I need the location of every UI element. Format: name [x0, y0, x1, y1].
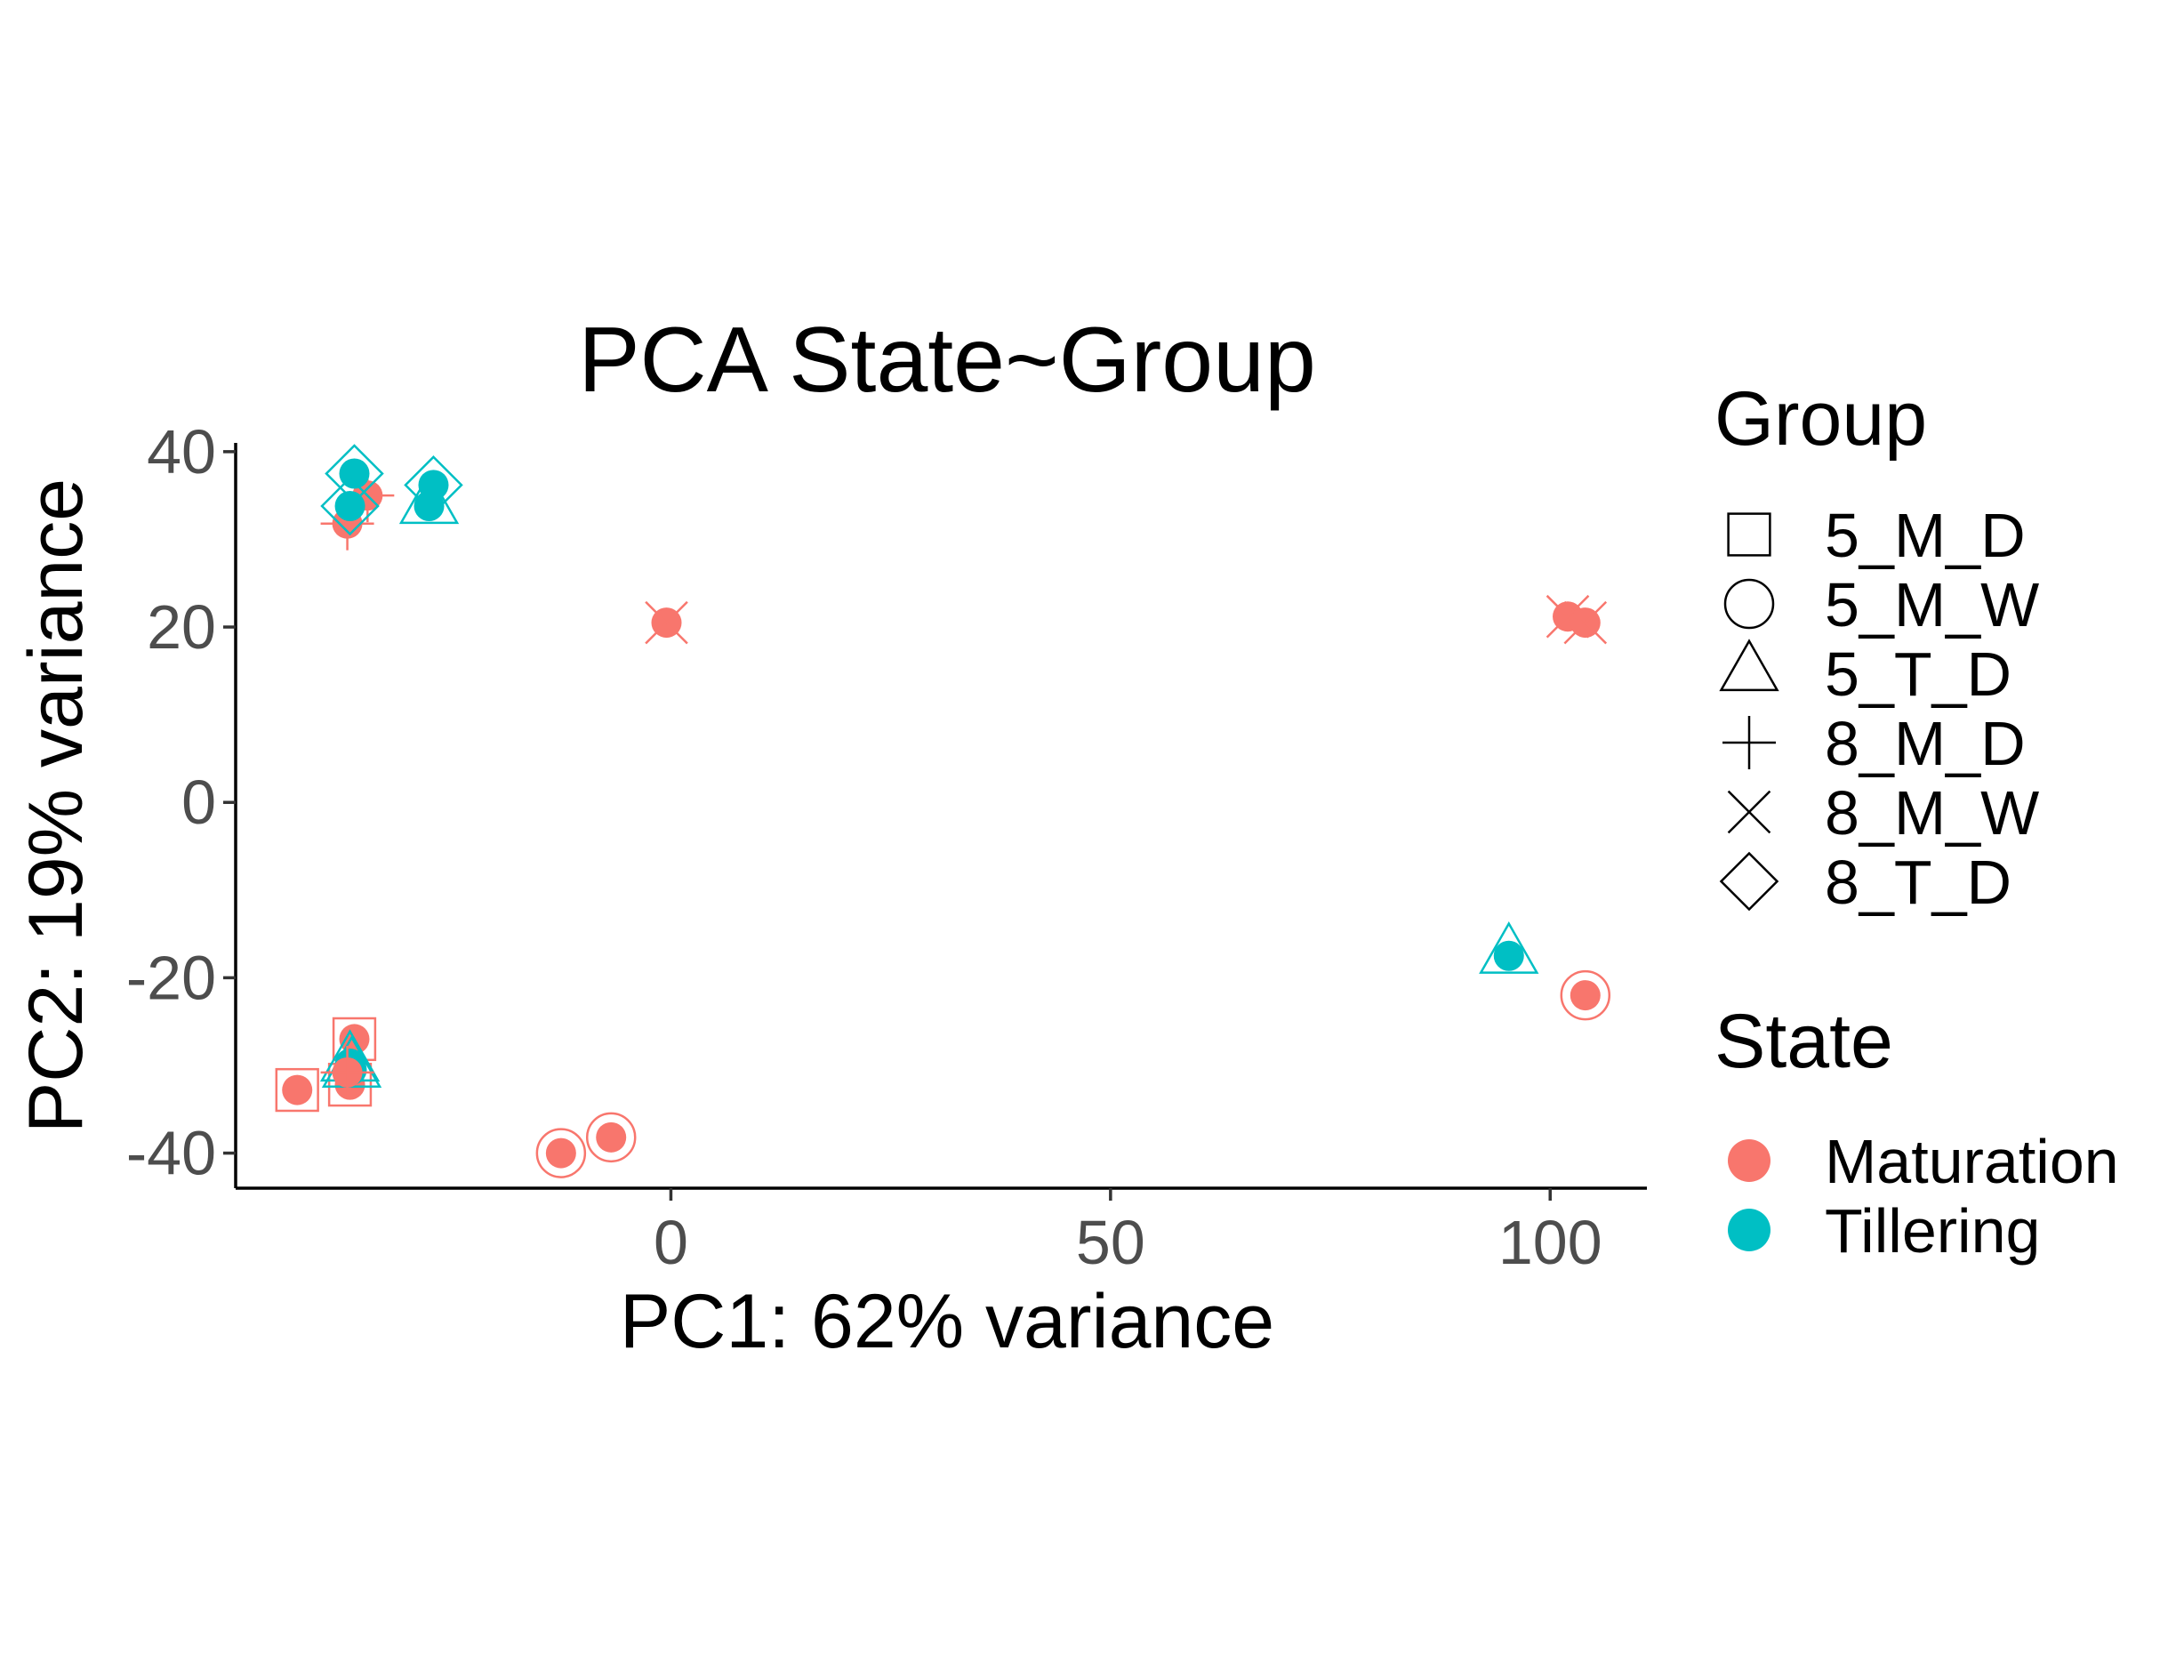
legend-state-label: Tillering	[1825, 1196, 2040, 1266]
legend-group-label: 5_M_D	[1825, 501, 2026, 570]
data-point	[1479, 920, 1539, 974]
point-group-shape	[404, 455, 463, 515]
data-point	[404, 455, 463, 515]
x-tick-label: 0	[654, 1208, 688, 1277]
point-group-shape	[398, 471, 460, 525]
chart-title: PCA State~Group	[578, 309, 1316, 412]
x-axis-label: PC1: 62% variance	[620, 1279, 1274, 1364]
point-state-dot	[282, 1074, 313, 1105]
data-point	[275, 1067, 319, 1113]
x-tick-label: 100	[1498, 1208, 1602, 1277]
point-group-shape	[1563, 600, 1608, 645]
y-axis-label: PC2: 19% variance	[13, 478, 99, 1133]
legend-group-label: 8_M_D	[1825, 709, 2026, 778]
legend-group-title: Group	[1714, 376, 1927, 462]
point-group-shape	[320, 476, 380, 536]
data-point	[1563, 600, 1608, 645]
y-tick-label: 40	[147, 417, 216, 486]
legend-group-label: 5_T_D	[1825, 639, 2011, 709]
data-point	[585, 1112, 637, 1163]
data-point	[535, 1128, 587, 1178]
legend-group-key-circle	[1723, 578, 1775, 630]
point-group-shape	[1560, 969, 1611, 1021]
legend-group-label: 8_T_D	[1825, 848, 2011, 917]
legend-group-label: 5_M_W	[1825, 570, 2039, 639]
y-tick-label: -40	[126, 1119, 216, 1188]
point-group-shape	[275, 1067, 319, 1113]
legend-group-key-plus	[1722, 716, 1776, 769]
legend-state-label: Maturation	[1825, 1127, 2119, 1196]
legend-state-title: State	[1714, 999, 1893, 1084]
legend-group: 5_M_D5_M_W5_T_D8_M_D8_M_W8_T_D	[1719, 501, 2039, 917]
point-state-dot	[1570, 980, 1601, 1011]
point-group-shape	[585, 1112, 637, 1163]
point-group-shape	[535, 1128, 587, 1178]
legend-state-key	[1728, 1139, 1770, 1182]
point-state-dot	[545, 1137, 576, 1169]
point-group-shape	[645, 600, 688, 645]
legend-state-key	[1728, 1209, 1770, 1251]
legend-group-label: 8_M_W	[1825, 778, 2039, 848]
y-tick-label: 20	[147, 592, 216, 662]
data-point	[645, 600, 688, 645]
point-group-shape	[1479, 920, 1539, 974]
legend-group-key-diamond	[1719, 851, 1779, 912]
point-state-dot	[596, 1121, 627, 1153]
data-point	[320, 1045, 374, 1099]
legend-group-key-square	[1727, 512, 1771, 557]
x-tick-label: 50	[1076, 1208, 1145, 1277]
point-group-shape	[320, 1045, 374, 1099]
y-ticks: 40 20 0 -20 -40	[126, 417, 236, 1188]
data-point	[1560, 969, 1611, 1021]
data-points	[275, 444, 1611, 1178]
point-state-dot	[1493, 940, 1524, 971]
x-ticks: 0 50 100	[654, 1188, 1602, 1277]
legend-group-key-cross	[1727, 790, 1771, 834]
y-tick-label: -20	[126, 943, 216, 1012]
data-point	[320, 476, 380, 536]
point-state-dot	[418, 470, 449, 501]
legend-group-key-triangle	[1719, 639, 1779, 692]
y-tick-label: 0	[181, 768, 216, 837]
point-state-dot	[334, 490, 365, 521]
